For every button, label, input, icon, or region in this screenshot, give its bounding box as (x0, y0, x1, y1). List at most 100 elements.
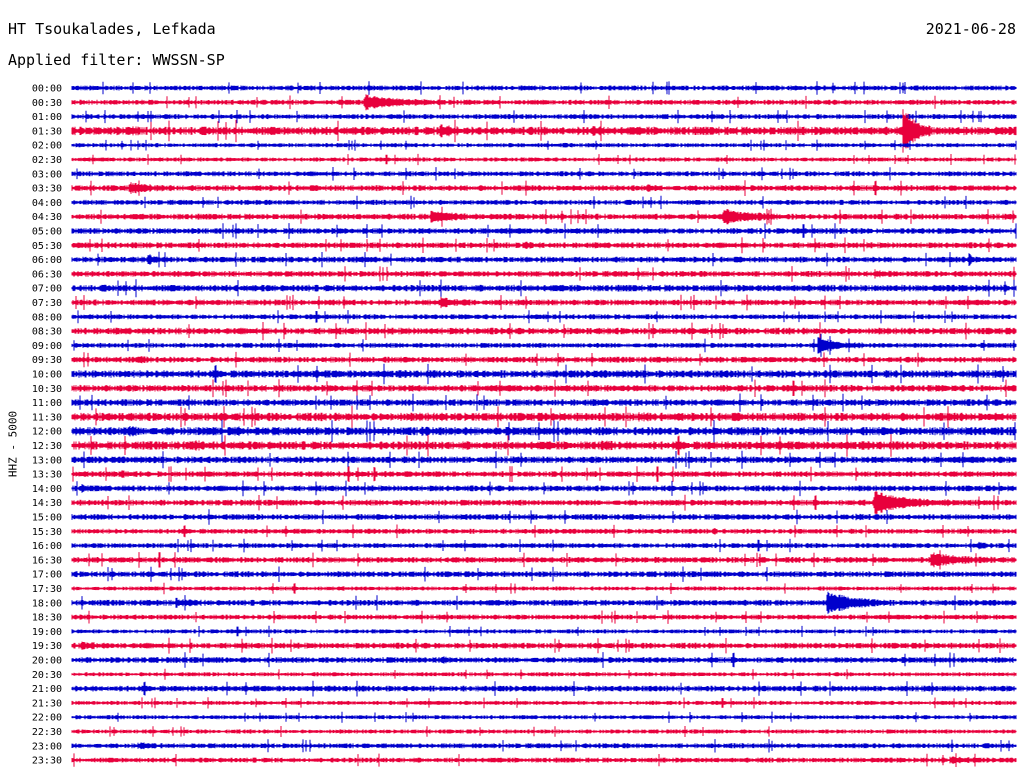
row-time-label: 12:00 (32, 427, 62, 438)
trace-line (71, 223, 1017, 239)
trace-line (71, 697, 1017, 709)
trace-line (71, 81, 1017, 95)
row-time-label: 06:00 (32, 255, 62, 266)
trace-line (71, 195, 1017, 210)
trace-line (71, 294, 1017, 311)
row-time-label: 14:30 (32, 498, 62, 509)
trace-line (71, 94, 1017, 111)
row-time-label: 06:30 (32, 269, 62, 280)
trace-line (71, 266, 1017, 282)
filter-label: Applied filter: WWSSN-SP (8, 51, 225, 69)
trace-line (71, 637, 1017, 654)
row-time-label: 19:00 (32, 627, 62, 638)
row-time-label: 22:30 (32, 727, 62, 738)
trace-line (71, 726, 1017, 737)
trace-line (71, 524, 1017, 539)
row-time-label: 17:30 (32, 584, 62, 595)
trace-line (71, 434, 1017, 457)
row-time-label: 17:00 (32, 570, 62, 581)
row-time-label: 16:00 (32, 541, 62, 552)
date-label: 2021-06-28 (925, 20, 1016, 38)
trace-line (71, 153, 1017, 166)
row-time-label: 05:30 (32, 241, 62, 252)
row-time-label: 01:30 (32, 126, 62, 137)
row-time-label: 15:30 (32, 527, 62, 538)
row-time-label: 18:00 (32, 598, 62, 609)
trace-line (71, 652, 1017, 668)
trace-line (71, 550, 1017, 570)
trace-line (71, 109, 1017, 153)
trace-line (71, 237, 1017, 254)
row-time-label: 18:30 (32, 613, 62, 624)
row-time-label: 07:00 (32, 284, 62, 295)
row-time-label: 04:30 (32, 212, 62, 223)
row-time-label: 00:00 (32, 84, 62, 95)
row-time-label: 10:30 (32, 384, 62, 395)
trace-line (71, 139, 1017, 151)
row-time-label: 20:30 (32, 670, 62, 681)
row-time-label: 12:30 (32, 441, 62, 452)
trace-line (71, 582, 1017, 595)
trace-line (71, 491, 1017, 515)
trace-line (71, 610, 1017, 624)
trace-line (71, 450, 1017, 469)
row-time-label: 13:00 (32, 455, 62, 466)
trace-line (71, 566, 1017, 582)
row-time-label: 02:30 (32, 155, 62, 166)
trace-line (71, 109, 1017, 124)
row-time-label: 21:00 (32, 684, 62, 695)
row-time-label: 23:30 (32, 756, 62, 767)
row-time-label: 20:00 (32, 656, 62, 667)
trace-line (71, 538, 1017, 553)
trace-line (71, 251, 1017, 268)
trace-line (71, 509, 1017, 525)
row-time-label: 14:00 (32, 484, 62, 495)
trace-line (71, 480, 1017, 497)
row-time-label: 09:00 (32, 341, 62, 352)
row-time-label: 03:00 (32, 169, 62, 180)
row-time-label: 07:30 (32, 298, 62, 309)
row-time-label: 02:00 (32, 141, 62, 152)
row-time-label: 00:30 (32, 98, 62, 109)
row-time-label: 11:30 (32, 412, 62, 423)
row-time-label: 03:30 (32, 184, 62, 195)
trace-line (71, 167, 1017, 181)
row-time-label: 04:00 (32, 198, 62, 209)
trace-line (71, 351, 1017, 368)
row-time-label: 05:00 (32, 227, 62, 238)
trace-line (71, 739, 1017, 753)
trace-line (71, 680, 1017, 697)
trace-line (71, 591, 1017, 614)
trace-line (71, 625, 1017, 637)
trace-line (71, 206, 1017, 227)
trace-line (71, 393, 1017, 412)
trace-line (71, 466, 1017, 482)
row-time-label: 23:00 (32, 741, 62, 752)
trace-line (71, 753, 1017, 767)
row-time-label: 15:00 (32, 513, 62, 524)
row-time-label: 11:00 (32, 398, 62, 409)
row-time-label: 19:30 (32, 641, 62, 652)
trace-line (71, 419, 1017, 443)
row-time-label: 21:30 (32, 698, 62, 709)
row-time-label: 08:30 (32, 327, 62, 338)
row-time-label: 13:30 (32, 470, 62, 481)
trace-line (71, 668, 1017, 680)
trace-line (71, 711, 1017, 723)
row-time-label: 08:00 (32, 312, 62, 323)
row-time-label: 22:00 (32, 713, 62, 724)
station-title: HT Tsoukalades, Lefkada (8, 20, 216, 38)
trace-line (71, 180, 1017, 196)
trace-line (71, 322, 1017, 341)
trace-line (71, 363, 1017, 385)
row-time-label: 09:30 (32, 355, 62, 366)
trace-line (71, 379, 1017, 398)
row-time-label: 01:00 (32, 112, 62, 123)
row-time-label: 16:30 (32, 555, 62, 566)
trace-line (71, 279, 1017, 298)
trace-line (71, 310, 1017, 324)
row-time-label: 10:00 (32, 370, 62, 381)
trace-line (71, 405, 1017, 428)
trace-line (71, 333, 1017, 357)
